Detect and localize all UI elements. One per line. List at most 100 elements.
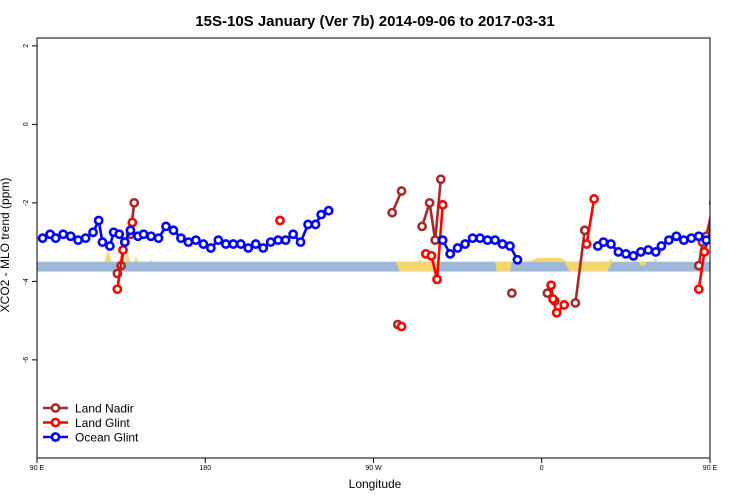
ocean-glint-point (119, 237, 130, 248)
land-glint-point (581, 239, 592, 249)
yellow-fill-area (564, 261, 613, 272)
land-glint-point (275, 215, 285, 226)
ocean-glint-point (708, 227, 710, 234)
land-glint-point (693, 284, 704, 295)
ocean-glint-point (663, 235, 674, 246)
ocean-glint-point (725, 229, 732, 236)
land-glint-point (548, 294, 558, 304)
y-tick-label: -2 (23, 200, 30, 206)
ocean-glint-point (606, 239, 616, 249)
ocean-glint-point (97, 237, 108, 248)
x-tick-label: 90 E (703, 465, 718, 472)
ocean-glint-point (295, 237, 306, 248)
series-layer (37, 174, 740, 332)
land-nadir-point (570, 298, 581, 308)
ocean-glint-point (467, 233, 478, 244)
land-glint-point (118, 245, 128, 255)
legend-label: Land Glint (75, 416, 130, 430)
land-glint-point (437, 199, 448, 210)
land-glint-point (127, 217, 138, 228)
ocean-glint-point (635, 247, 646, 257)
ocean-glint-point (213, 235, 224, 246)
x-axis: 90 E 180 90 W 0 90 E (30, 458, 718, 472)
yellow-fill-area (134, 255, 138, 262)
ocean-glint-point (716, 217, 723, 224)
yellow-fill-area (395, 261, 441, 272)
ocean-glint-point (701, 235, 710, 246)
ocean-glint-point (678, 235, 689, 246)
y-tick-label: 2 (23, 44, 30, 48)
ocean-glint-point (125, 225, 136, 236)
band-layer (37, 261, 710, 272)
ocean-glint-point (460, 239, 471, 249)
ocean-glint-point (316, 209, 327, 220)
ocean-glint-point (671, 231, 682, 242)
legend-item-land-glint: Land Glint (43, 416, 130, 430)
land-glint-point (396, 321, 407, 332)
legend-marker (50, 432, 61, 442)
yellow-fill-area (149, 259, 153, 262)
ocean-glint-point (512, 254, 523, 265)
land-glint-point (708, 219, 710, 226)
ocean-glint-point (161, 221, 171, 232)
ocean-glint-point (80, 233, 91, 244)
legend-item-ocean-glint: Ocean Glint (43, 431, 139, 445)
ocean-glint-point (168, 225, 179, 236)
land-nadir-point (430, 235, 441, 246)
reference-band (37, 261, 710, 272)
y-axis-label: XCO2 - MLO trend (ppm) (0, 178, 12, 313)
ocean-glint-point (598, 237, 609, 248)
legend-marker (50, 403, 61, 413)
y-tick-label: 0 (23, 122, 30, 126)
x-axis-label: Longitude (349, 477, 402, 491)
ocean-glint-point (288, 229, 299, 240)
land-glint-point (112, 284, 123, 295)
yellow-fill-area (609, 258, 613, 262)
ocean-glint-point (445, 248, 456, 259)
ocean-glint-point (310, 219, 321, 230)
ocean-glint-point (650, 247, 661, 257)
land-nadir-point (417, 221, 428, 232)
x-tick-label: 90 W (365, 465, 382, 472)
legend-label: Land Nadir (75, 402, 134, 416)
land-nadir-line (420, 179, 443, 241)
ocean-glint-point (475, 233, 485, 244)
ocean-glint-point (191, 235, 201, 246)
legend-marker (50, 417, 61, 428)
ocean-glint-point (643, 245, 654, 255)
land-nadir-point (387, 207, 398, 218)
land-nadir-point (708, 199, 710, 207)
legend-item-land-nadir: Land Nadir (43, 402, 134, 416)
land-nadir-point (435, 174, 446, 185)
land-glint-point (589, 194, 599, 204)
ocean-glint-point (153, 233, 164, 244)
land-nadir-point (424, 197, 435, 208)
land-nadir-point (506, 288, 517, 299)
ocean-glint-point (73, 235, 84, 246)
ocean-glint-point (323, 205, 334, 216)
ocean-glint-point (613, 247, 624, 257)
yellow-fill-area (495, 261, 512, 272)
ocean-glint-point (146, 231, 156, 242)
land-nadir-point (396, 186, 407, 196)
ocean-glint-point (205, 243, 216, 253)
land-glint-point (546, 280, 556, 291)
ocean-glint-point (50, 233, 61, 244)
yellow-fill-area (418, 257, 423, 262)
ocean-glint-point (656, 241, 667, 251)
ocean-glint-point (176, 233, 186, 244)
land-glint-point (699, 247, 710, 257)
ocean-glint-point (235, 239, 246, 249)
series-ocean-glint (37, 205, 740, 265)
ocean-glint-point (719, 242, 726, 249)
ocean-glint-point (198, 239, 209, 249)
ocean-glint-point (693, 231, 704, 242)
yellow-fill-area (104, 249, 112, 262)
yellow-fill-area (526, 257, 568, 262)
yellow-fill-area (653, 257, 658, 262)
ocean-glint-point (303, 219, 313, 230)
ocean-glint-point (733, 231, 740, 238)
land-glint-line (549, 285, 566, 316)
